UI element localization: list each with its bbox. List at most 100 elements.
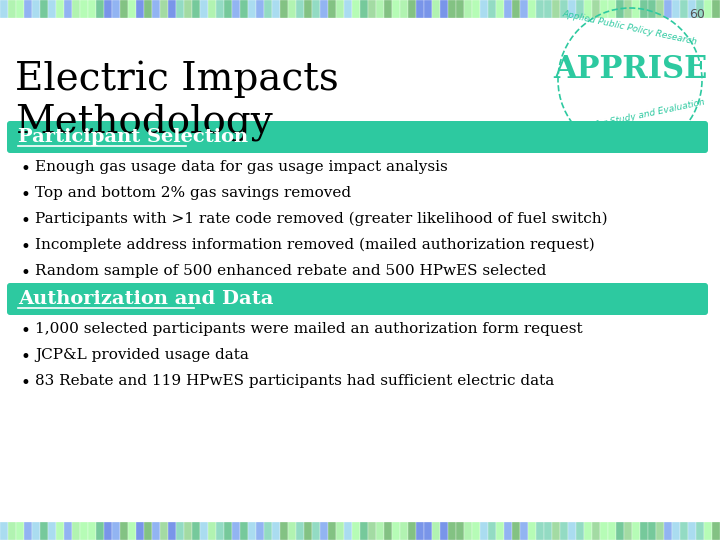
Bar bbox=[216, 0, 224, 18]
Bar bbox=[264, 522, 272, 540]
Bar bbox=[40, 522, 48, 540]
Bar bbox=[448, 522, 456, 540]
Bar bbox=[168, 522, 176, 540]
Bar bbox=[160, 522, 168, 540]
Bar bbox=[8, 0, 16, 18]
Bar bbox=[96, 0, 104, 18]
Bar bbox=[128, 0, 136, 18]
Bar bbox=[64, 0, 72, 18]
Bar bbox=[88, 522, 96, 540]
Bar bbox=[88, 0, 96, 18]
Bar bbox=[240, 522, 248, 540]
Bar bbox=[256, 0, 264, 18]
Text: •: • bbox=[20, 264, 30, 282]
Bar bbox=[288, 0, 296, 18]
Text: Random sample of 500 enhanced rebate and 500 HPwES selected: Random sample of 500 enhanced rebate and… bbox=[35, 264, 546, 278]
Bar bbox=[696, 0, 704, 18]
Bar bbox=[16, 522, 24, 540]
Bar bbox=[616, 0, 624, 18]
Bar bbox=[520, 522, 528, 540]
Bar bbox=[32, 0, 40, 18]
Bar bbox=[488, 522, 496, 540]
Text: 83 Rebate and 119 HPwES participants had sufficient electric data: 83 Rebate and 119 HPwES participants had… bbox=[35, 374, 554, 388]
Bar bbox=[8, 522, 16, 540]
Bar bbox=[496, 0, 504, 18]
Bar bbox=[240, 0, 248, 18]
Bar bbox=[496, 522, 504, 540]
Bar bbox=[568, 0, 576, 18]
Text: Electric Impacts
Methodology: Electric Impacts Methodology bbox=[15, 60, 338, 141]
Bar bbox=[152, 522, 160, 540]
Bar bbox=[696, 522, 704, 540]
Bar bbox=[488, 0, 496, 18]
Bar bbox=[432, 522, 440, 540]
Bar bbox=[608, 0, 616, 18]
Bar bbox=[648, 0, 656, 18]
Bar bbox=[480, 522, 488, 540]
Bar bbox=[656, 522, 664, 540]
Bar bbox=[80, 0, 88, 18]
Bar bbox=[432, 0, 440, 18]
Bar bbox=[600, 522, 608, 540]
Bar bbox=[504, 522, 512, 540]
Bar bbox=[472, 0, 480, 18]
Bar bbox=[656, 0, 664, 18]
Bar bbox=[128, 522, 136, 540]
Bar bbox=[416, 0, 424, 18]
Bar bbox=[200, 0, 208, 18]
Bar bbox=[112, 522, 120, 540]
Bar bbox=[376, 0, 384, 18]
Bar bbox=[672, 0, 680, 18]
Bar bbox=[192, 522, 200, 540]
Bar bbox=[184, 0, 192, 18]
Bar bbox=[384, 522, 392, 540]
Bar bbox=[520, 0, 528, 18]
Bar bbox=[40, 0, 48, 18]
Bar bbox=[456, 522, 464, 540]
Bar bbox=[448, 0, 456, 18]
Text: 1,000 selected participants were mailed an authorization form request: 1,000 selected participants were mailed … bbox=[35, 322, 582, 336]
Text: •: • bbox=[20, 186, 30, 204]
Bar bbox=[408, 0, 416, 18]
Bar bbox=[560, 0, 568, 18]
Bar bbox=[576, 0, 584, 18]
Text: •: • bbox=[20, 374, 30, 392]
Bar bbox=[584, 0, 592, 18]
Bar bbox=[464, 522, 472, 540]
Bar bbox=[336, 522, 344, 540]
Bar bbox=[664, 522, 672, 540]
Bar bbox=[16, 0, 24, 18]
Bar bbox=[624, 522, 632, 540]
Bar bbox=[376, 522, 384, 540]
Bar bbox=[184, 522, 192, 540]
Bar bbox=[584, 522, 592, 540]
Bar bbox=[416, 522, 424, 540]
Bar bbox=[72, 0, 80, 18]
Bar bbox=[576, 522, 584, 540]
Text: APPRISE: APPRISE bbox=[553, 55, 707, 85]
Bar bbox=[208, 0, 216, 18]
Bar bbox=[512, 0, 520, 18]
Bar bbox=[408, 522, 416, 540]
Bar bbox=[360, 0, 368, 18]
Text: Applied Public Policy Research: Applied Public Policy Research bbox=[562, 9, 698, 46]
Bar bbox=[640, 0, 648, 18]
Bar bbox=[592, 522, 600, 540]
Bar bbox=[248, 522, 256, 540]
Bar bbox=[552, 0, 560, 18]
Bar bbox=[192, 0, 200, 18]
Text: •: • bbox=[20, 238, 30, 256]
Bar bbox=[624, 0, 632, 18]
Bar bbox=[528, 522, 536, 540]
Bar bbox=[712, 522, 720, 540]
Bar bbox=[296, 522, 304, 540]
Bar bbox=[120, 0, 128, 18]
Bar bbox=[360, 522, 368, 540]
Bar bbox=[536, 0, 544, 18]
Bar bbox=[664, 0, 672, 18]
Bar bbox=[272, 522, 280, 540]
Bar bbox=[368, 0, 376, 18]
Bar bbox=[344, 0, 352, 18]
Bar bbox=[176, 522, 184, 540]
Bar bbox=[296, 0, 304, 18]
